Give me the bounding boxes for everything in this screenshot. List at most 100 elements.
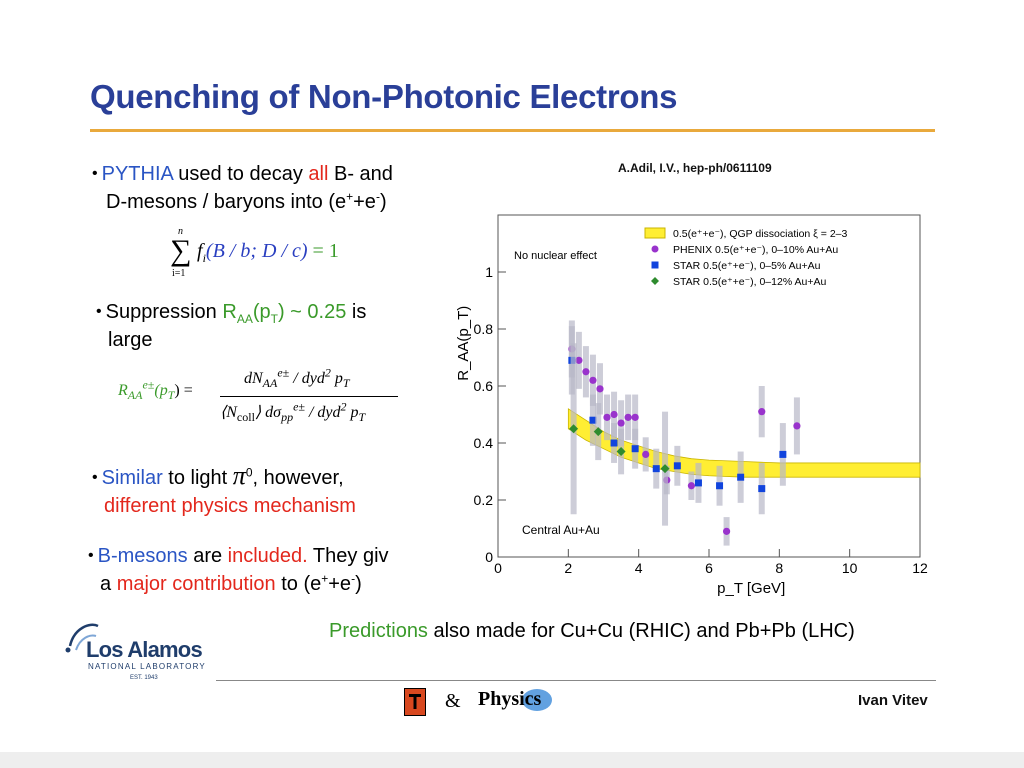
- x-tick-label: 8: [775, 560, 783, 576]
- footer-rule: [216, 680, 936, 681]
- data-point-square: [631, 445, 639, 453]
- data-point-circle: [642, 450, 650, 458]
- y-tick-label: 0.4: [474, 435, 494, 451]
- data-point-square: [758, 485, 766, 493]
- fraction-bar: [220, 396, 398, 397]
- bullet-text: , however,: [252, 467, 344, 489]
- eq-text: p: [330, 370, 343, 387]
- legend-label: STAR 0.5(e⁺+e⁻), 0–5% Au+Au: [673, 260, 821, 272]
- title-underline: [90, 129, 935, 132]
- annotation-central-auau: Central Au+Au: [522, 523, 600, 537]
- x-tick-label: 10: [842, 560, 858, 576]
- bullet-dot: •: [96, 303, 102, 320]
- eq-text: i: [202, 251, 206, 265]
- bullet-text: is: [346, 301, 367, 323]
- bullet-text: B- and: [328, 163, 393, 185]
- eq-text: / dyd: [289, 370, 325, 387]
- sum-sign: ∑: [170, 234, 192, 267]
- eq-text: AA: [262, 376, 278, 391]
- t-letter-icon: [409, 694, 421, 709]
- eq-text: T: [358, 410, 366, 425]
- raa-numerator: dNAAe± / dyd2 pT: [244, 367, 350, 391]
- bullet-text: ) ~ 0.25: [277, 301, 347, 323]
- eq-text: dN: [244, 370, 263, 387]
- eq-text: pp: [281, 410, 294, 425]
- raa-chart: 0 2 4 6 8 10 12 0 0.2 0.4 0.6 0.8 1 p_T [GeV] R_AA(p_T…: [455, 214, 928, 597]
- figure-credit: A.Adil, I.V., hep-ph/0611109: [618, 161, 772, 175]
- footer-strip: [0, 752, 1024, 768]
- x-tick-label: 4: [635, 560, 643, 576]
- bullet-text: +: [346, 189, 354, 204]
- bullet-text: Similar: [101, 467, 163, 489]
- eq-text: T: [167, 388, 175, 403]
- sum-upper-limit: n: [178, 226, 183, 237]
- bullet-text: +e: [328, 573, 352, 595]
- eq-text: AA: [127, 388, 143, 403]
- bullet-text: +: [321, 571, 329, 586]
- eq-text: (B / b; D / c): [205, 240, 308, 262]
- bullet-text: T: [270, 312, 278, 326]
- eq-text: ) =: [174, 382, 193, 399]
- data-point-square: [694, 479, 702, 487]
- bullet-dot: •: [92, 165, 98, 182]
- eq-text: ⟨N: [220, 404, 237, 421]
- bullet-text: to (e: [275, 573, 322, 595]
- x-tick-label: 12: [912, 560, 928, 576]
- eq-text: e±: [142, 377, 155, 392]
- eq-text: 2: [324, 365, 331, 380]
- data-point-square: [589, 416, 597, 424]
- data-point-square: [673, 462, 681, 470]
- predictions-text: Predictions: [329, 620, 428, 642]
- bullet-text: PYTHIA: [101, 163, 173, 185]
- physics-badge-icon: [522, 689, 552, 711]
- legend-swatch-band: [644, 227, 666, 239]
- bullet-text: ): [379, 191, 387, 213]
- bullet-dot: •: [88, 547, 94, 564]
- bullet-dot: •: [92, 469, 98, 486]
- y-tick-label: 0.6: [474, 378, 494, 394]
- data-point-circle: [758, 408, 766, 416]
- bullet-pythia: • PYTHIA used to decay all B- and D-meson…: [92, 160, 393, 216]
- bullet-text: +e: [353, 191, 376, 213]
- y-tick-label: 0.2: [474, 492, 494, 508]
- author-name: Ivan Vitev: [858, 692, 928, 709]
- eq-text: e±: [277, 365, 290, 380]
- x-tick-label: 0: [494, 560, 502, 576]
- legend-swatch-circle: [651, 245, 659, 253]
- data-point-circle: [582, 368, 590, 376]
- physics-logo: Physics: [478, 688, 542, 710]
- bullet-text: D-mesons / baryons into (e: [106, 191, 347, 213]
- data-point-circle: [589, 376, 597, 384]
- lanl-subtitle: NATIONAL LABORATORY: [88, 662, 206, 671]
- data-point-diamond: [660, 464, 670, 474]
- data-point-circle: [603, 413, 611, 421]
- bullet-text: included.: [227, 545, 308, 567]
- data-point-circle: [687, 482, 696, 490]
- bullet-text: (p: [252, 301, 271, 323]
- bullet-text: AA: [236, 312, 253, 326]
- y-tick-label: 0.8: [474, 321, 494, 337]
- bullet-text: Suppression: [105, 301, 223, 323]
- bullet-text: to light: [162, 467, 233, 489]
- bullet-text: ): [355, 573, 362, 595]
- bullet-similar: • Similar to light π0, however, different…: [92, 462, 356, 520]
- data-point-circle: [631, 413, 639, 421]
- slide-title: Quenching of Non-Photonic Electrons: [90, 78, 678, 115]
- bullet-text: are: [187, 545, 228, 567]
- sum-body: fi(B / b; D / c) = 1: [197, 240, 339, 265]
- eq-text: = 1: [307, 240, 339, 262]
- lanl-established: EST. 1943: [130, 675, 158, 681]
- eq-text: p: [346, 404, 359, 421]
- bullet-text: a: [100, 573, 117, 595]
- data-point-circle: [617, 419, 625, 427]
- bullet-text: large: [108, 329, 153, 351]
- bullet-text: -: [375, 189, 380, 204]
- annotation-no-nuclear-effect: No nuclear effect: [514, 250, 597, 262]
- bullet-text: -: [351, 571, 356, 586]
- eq-text: T: [342, 376, 350, 391]
- x-tick-label: 2: [564, 560, 572, 576]
- eq-text: ⟩ dσ: [254, 404, 282, 421]
- data-point-diamond: [593, 427, 603, 437]
- lanl-logo: Los Alamos NATIONAL LABORATORY EST. 1943: [64, 614, 214, 684]
- bullet-text: B-mesons: [97, 545, 188, 567]
